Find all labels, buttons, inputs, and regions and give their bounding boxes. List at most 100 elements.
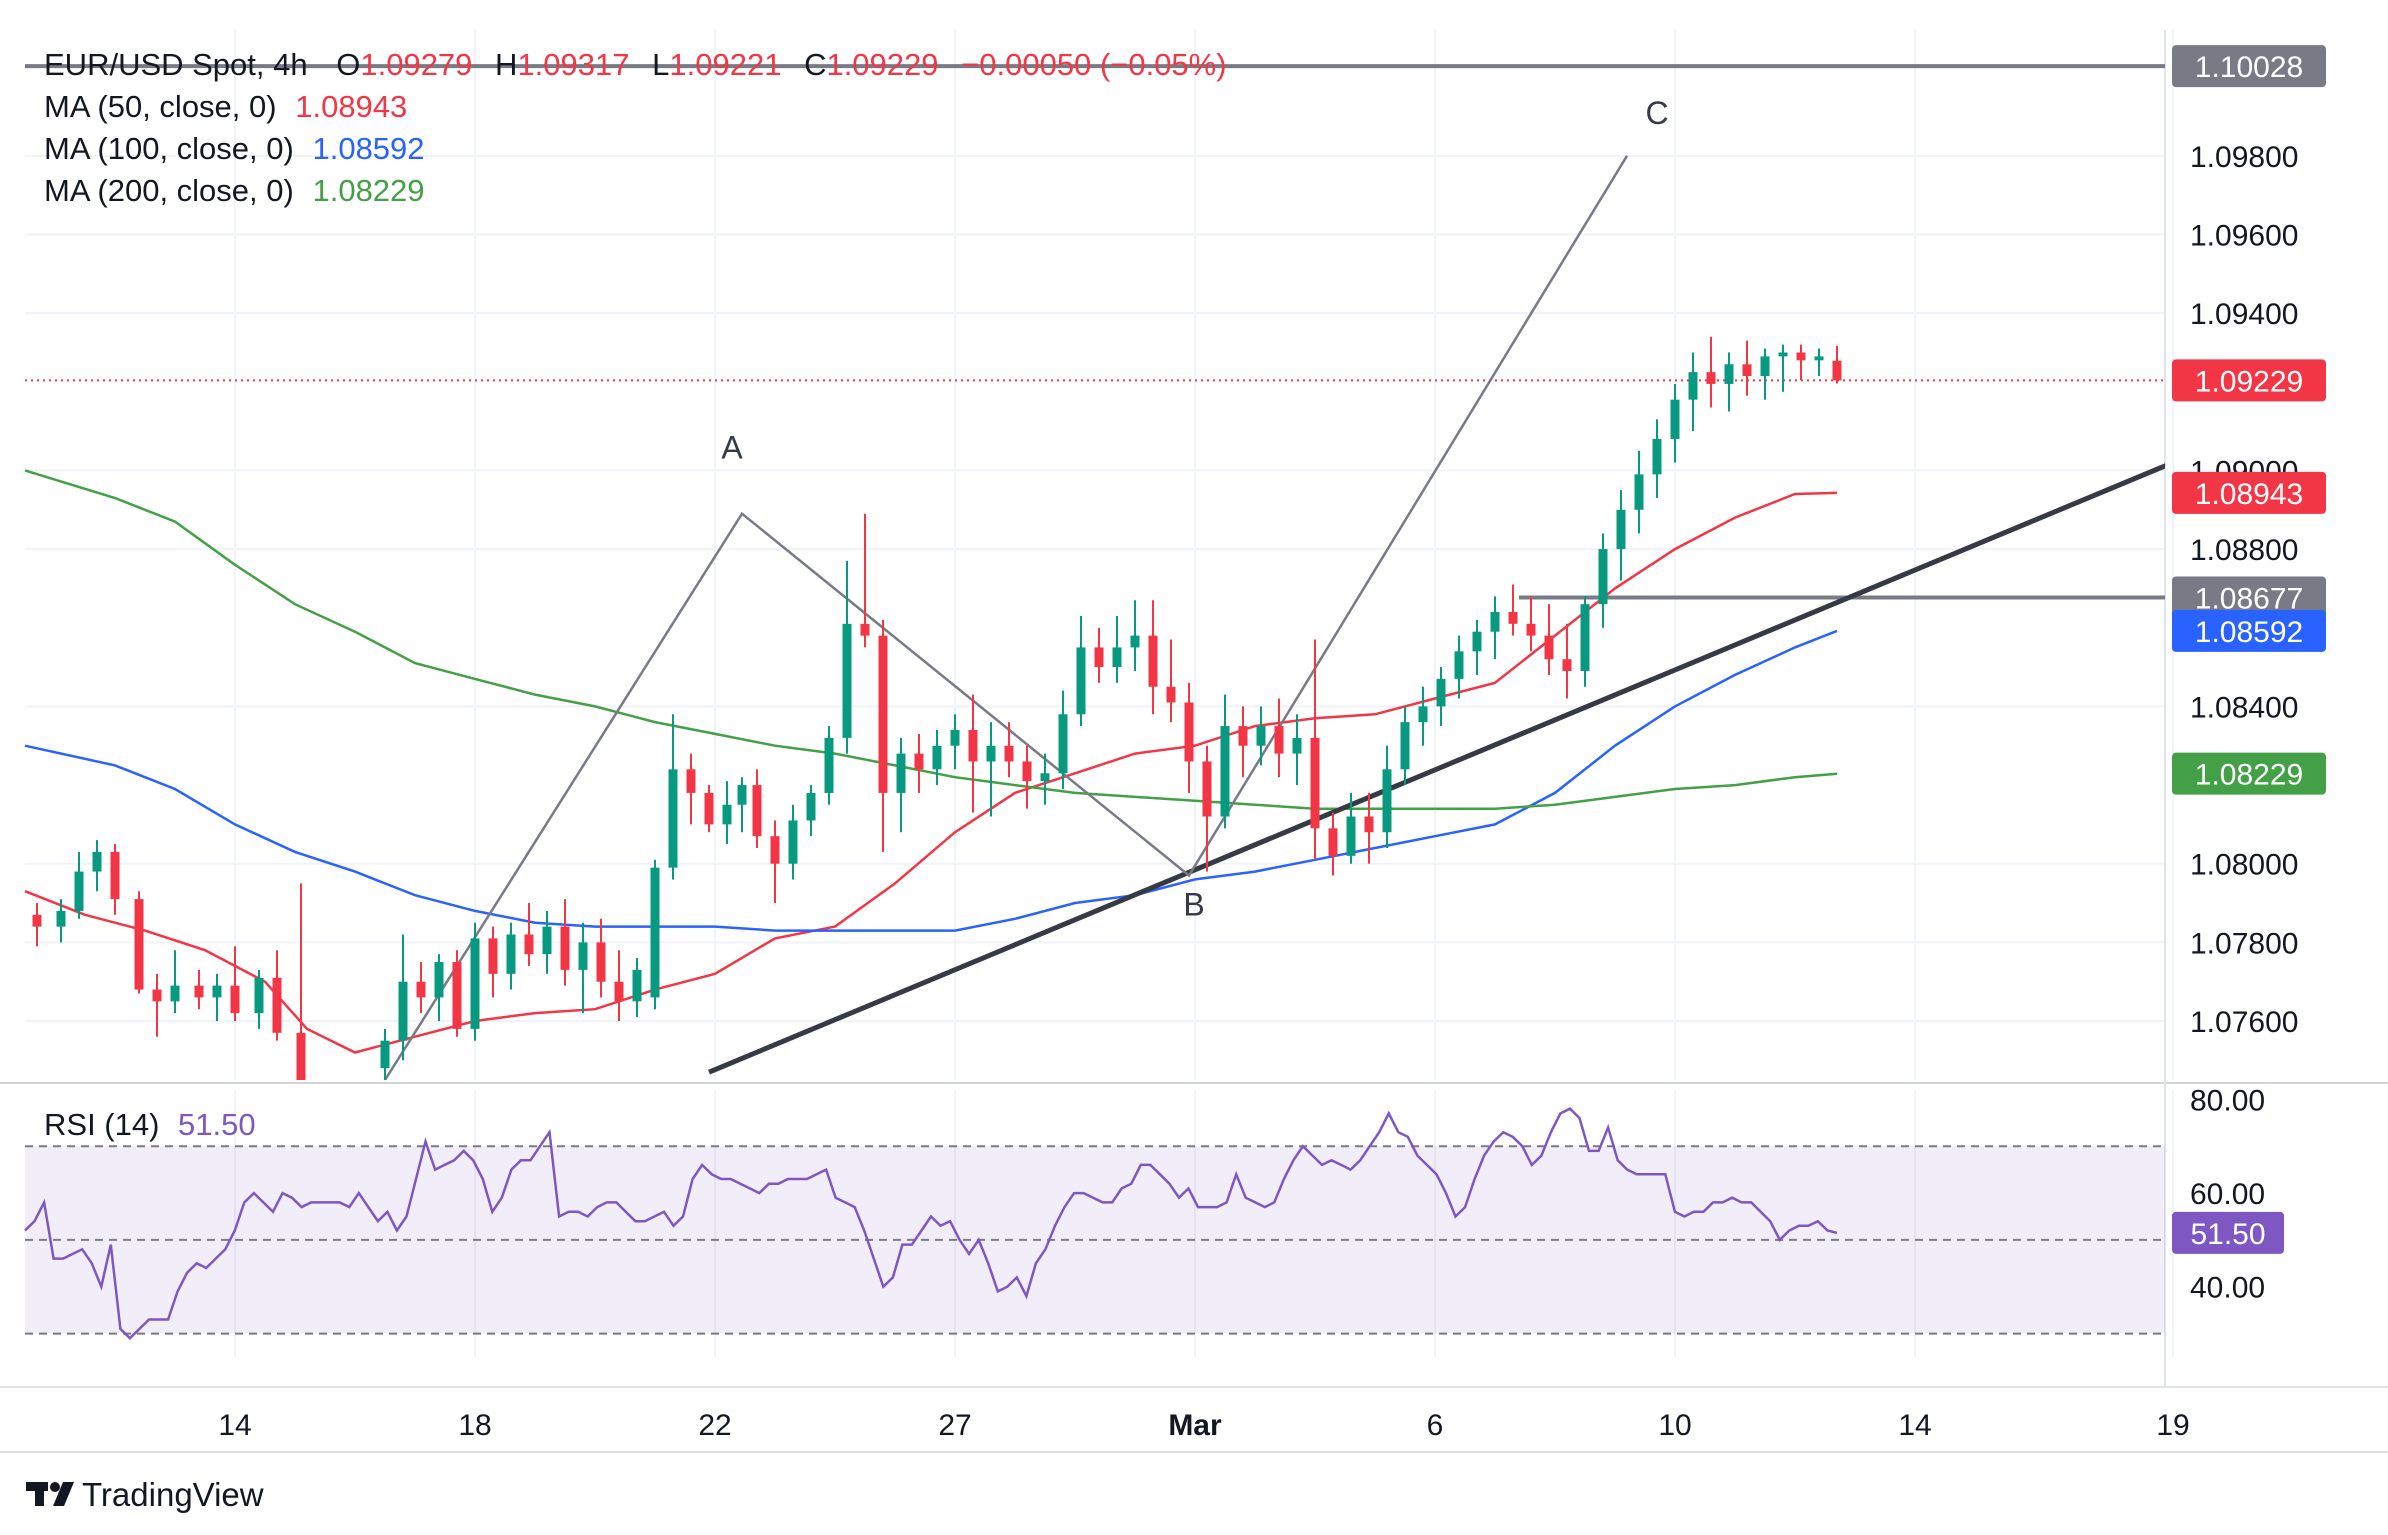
- candle-up: [56, 910, 66, 927]
- ma50-value: 1.08943: [295, 89, 407, 124]
- price-tag: [2172, 471, 2326, 514]
- candle-up: [398, 981, 408, 1041]
- candle-down: [596, 942, 606, 982]
- time-tick-label: 19: [2156, 1409, 2189, 1442]
- time-tick-label: 6: [1427, 1409, 1444, 1442]
- candle-down: [1544, 635, 1554, 660]
- candle-down: [968, 730, 978, 762]
- ma100-value: 1.08592: [312, 131, 424, 166]
- price-tags: 1.100281.092291.089431.086771.085921.082…: [2172, 45, 2326, 1254]
- candle-down: [32, 914, 42, 927]
- ma50-legend[interactable]: MA (50, close, 0) 1.08943: [44, 89, 407, 124]
- candle-up: [1382, 769, 1392, 833]
- trendline-layer[interactable]: [708, 463, 2173, 1075]
- time-tick-label: 22: [698, 1409, 731, 1442]
- rsi-line-layer: [24, 1107, 1838, 1341]
- rsi-legend[interactable]: RSI (14) 51.50: [44, 1107, 256, 1142]
- close-label: C: [804, 47, 826, 82]
- candle-down: [1796, 352, 1806, 361]
- candle-up: [1040, 773, 1050, 782]
- candle-down: [194, 985, 204, 998]
- candle-down: [878, 635, 888, 793]
- candle-up: [1814, 356, 1824, 361]
- candle-down: [1526, 623, 1536, 636]
- rsi-label: RSI (14): [44, 1107, 159, 1142]
- tradingview-logo-text: TradingView: [82, 1476, 264, 1513]
- candle-up: [380, 1040, 390, 1069]
- candle-up: [932, 745, 942, 770]
- header-line: EUR/USD Spot, 4h O1.09279 H1.09317 L1.09…: [44, 47, 1227, 82]
- candle-up: [1490, 612, 1500, 632]
- candle-down: [110, 851, 120, 900]
- candle-up: [1292, 737, 1302, 754]
- ma200-legend[interactable]: MA (200, close, 0) 1.08229: [44, 173, 425, 208]
- candle-up: [788, 820, 798, 864]
- candle-down: [1184, 702, 1194, 762]
- candle-down: [1562, 659, 1572, 672]
- horizontal-lines[interactable]: [25, 64, 2165, 600]
- candle-up: [1670, 399, 1680, 439]
- candle-up: [650, 867, 660, 998]
- rsi-tick-label: 80.00: [2190, 1084, 2265, 1117]
- price-tag: [2172, 45, 2326, 88]
- candle-up: [1058, 714, 1068, 774]
- ma50-label: MA (50, close, 0): [44, 89, 277, 124]
- abc-wave-path[interactable]: [383, 155, 1629, 1080]
- price-tick-label: 1.09400: [2190, 298, 2298, 331]
- price-tag-label: 1.08229: [2195, 759, 2303, 792]
- candle-up: [1130, 635, 1140, 648]
- rsi-value: 51.50: [178, 1107, 256, 1142]
- ascending-trendline[interactable]: [708, 463, 2173, 1075]
- candle-down: [1742, 364, 1752, 377]
- candle-up: [1256, 726, 1266, 746]
- rsi-line: [24, 1107, 1838, 1341]
- candle-down: [752, 785, 762, 837]
- rsi-value-tag-label: 51.50: [2190, 1218, 2265, 1251]
- candle-up: [986, 745, 996, 762]
- price-tag-label: 1.08943: [2195, 478, 2303, 511]
- candle-up: [542, 926, 552, 955]
- candle-up: [668, 769, 678, 868]
- ma100-legend[interactable]: MA (100, close, 0) 1.08592: [44, 131, 425, 166]
- candle-up: [1724, 364, 1734, 384]
- ma100-label: MA (100, close, 0): [44, 131, 294, 166]
- candle-down: [560, 926, 570, 970]
- price-tick-label: 1.08000: [2190, 849, 2298, 882]
- candle-down: [914, 753, 924, 770]
- candle-up: [842, 623, 852, 738]
- candle-down: [614, 981, 624, 1002]
- candle-down: [1364, 816, 1374, 833]
- low-label: L: [652, 47, 669, 82]
- ma100-line: [24, 629, 1838, 932]
- candle-up: [1652, 438, 1662, 475]
- candle-down: [860, 623, 870, 636]
- candle-down: [1238, 726, 1248, 746]
- candle-down: [1148, 635, 1158, 687]
- rsi-tick-label: 60.00: [2190, 1178, 2265, 1211]
- price-tag: [2172, 609, 2326, 652]
- rsi-value-tag: [2172, 1211, 2284, 1254]
- time-tick-label: Mar: [1168, 1409, 1222, 1442]
- tradingview-logo[interactable]: TradingView: [26, 1476, 264, 1513]
- price-tag-label: 1.08592: [2195, 616, 2303, 649]
- price-tick-label: 1.08400: [2190, 691, 2298, 724]
- rsi-pane: [25, 1145, 2165, 1335]
- candle-up: [254, 977, 264, 1014]
- candle-up: [1760, 356, 1770, 377]
- price-tag-label: 1.10028: [2195, 51, 2303, 84]
- candles: [32, 336, 1842, 1080]
- wave-label-a: A: [721, 430, 743, 466]
- price-tick-label: 1.08800: [2190, 534, 2298, 567]
- candle-up: [1112, 647, 1122, 668]
- high-value: 1.09317: [517, 47, 629, 82]
- time-tick-label: 18: [458, 1409, 491, 1442]
- candle-down: [1022, 761, 1032, 782]
- candle-down: [230, 985, 240, 1014]
- candle-down: [296, 1032, 306, 1080]
- price-tick-label: 1.09800: [2190, 141, 2298, 174]
- candle-down: [1004, 745, 1014, 762]
- candle-up: [1436, 678, 1446, 707]
- open-label: O: [336, 47, 360, 82]
- wave-layer[interactable]: A B C: [383, 95, 1669, 1080]
